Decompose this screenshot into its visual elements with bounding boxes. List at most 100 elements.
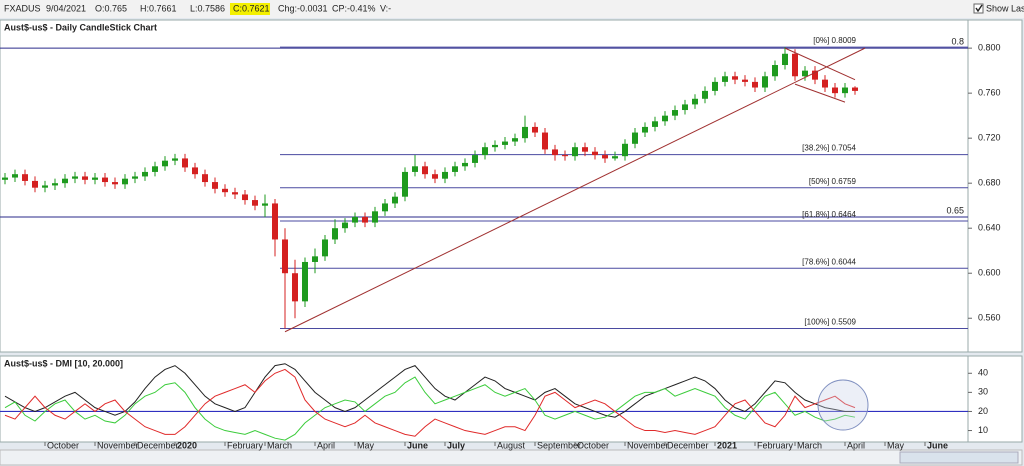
x-tick-label: February — [757, 440, 794, 450]
x-tick-label: July — [447, 440, 465, 450]
candle-body — [422, 166, 428, 175]
candle-body — [522, 126, 528, 139]
candle-body — [52, 183, 58, 186]
candle-body — [142, 171, 148, 177]
candle-body — [602, 155, 608, 159]
dmi-line — [4, 368, 856, 437]
x-tick-label: August — [497, 440, 526, 450]
change-pct: CP:-0.41% — [332, 3, 376, 13]
candle-body — [342, 222, 348, 229]
close: C:0.7621 — [233, 3, 270, 13]
price-chart-title: Aust$-us$ - Daily CandleStick Chart — [4, 22, 157, 32]
candle-body — [82, 176, 88, 180]
candle-body — [202, 174, 208, 183]
fib-level-label: [0%] 0.8009 — [813, 36, 856, 45]
candle-body — [402, 171, 408, 197]
candle-body — [512, 138, 518, 142]
candle-body — [302, 261, 308, 302]
y-tick-label: 0.640 — [978, 223, 1001, 233]
candle-body — [352, 216, 358, 223]
candle-body — [722, 76, 728, 82]
x-tick-label: September — [537, 440, 581, 450]
dmi-line — [4, 363, 855, 418]
y-tick-label: 0.560 — [978, 313, 1001, 323]
candle-body — [502, 141, 508, 145]
candle-body — [272, 203, 278, 240]
candle-body — [552, 149, 558, 156]
candle-body — [782, 53, 788, 66]
candle-body — [842, 87, 848, 94]
y-tick-label: 0.800 — [978, 43, 1001, 53]
show-last-checkbox[interactable] — [973, 3, 984, 14]
y-tick-label: 10 — [978, 425, 988, 435]
candle-body — [742, 79, 748, 82]
horizontal-line-label: 0.8 — [951, 37, 964, 47]
candle-body — [642, 126, 648, 133]
dmi-line — [4, 376, 856, 441]
dmi-title: Aust$-us$ - DMI [10, 20.000] — [4, 358, 123, 368]
candle-body — [672, 110, 678, 116]
candle-body — [752, 81, 758, 88]
candle-body — [702, 90, 708, 99]
candle-body — [212, 182, 218, 189]
candle-body — [662, 115, 668, 122]
candle-body — [232, 192, 238, 195]
x-tick-label: May — [887, 440, 905, 450]
candle-body — [592, 151, 598, 156]
x-tick-label: October — [47, 440, 79, 450]
candle-body — [12, 174, 18, 178]
candle-body — [172, 158, 178, 161]
horizontal-line-label: 0.65 — [946, 205, 964, 215]
fib-level-label: [50%] 0.6759 — [809, 177, 857, 186]
show-last-label[interactable]: Show Last — [986, 3, 1024, 13]
candle-body — [162, 160, 168, 167]
date: 9/04/2021 — [46, 3, 86, 13]
candle-body — [92, 177, 98, 180]
candle-body — [832, 87, 838, 94]
high: H:0.7661 — [140, 3, 177, 13]
candle-body — [802, 70, 808, 77]
x-tick-label: 2021 — [717, 440, 737, 450]
x-tick-label: 2020 — [177, 440, 197, 450]
candle-body — [572, 147, 578, 157]
x-tick-label: November — [627, 440, 669, 450]
candle-body — [562, 155, 568, 157]
scroll-controls[interactable] — [899, 451, 1019, 464]
candle-body — [632, 132, 638, 144]
candle-body — [242, 194, 248, 201]
candle-body — [772, 65, 778, 77]
candle-body — [322, 239, 328, 257]
trendline — [784, 47, 856, 81]
low: L:0.7586 — [190, 3, 225, 13]
scrollbar[interactable] — [0, 449, 1023, 466]
symbol: FXADUS — [4, 3, 41, 13]
candle-body — [732, 76, 738, 80]
open: O:0.765 — [95, 3, 127, 13]
candle-body — [2, 177, 8, 180]
candle-body — [812, 70, 818, 80]
candle-body — [392, 196, 398, 204]
candle-body — [42, 185, 48, 188]
y-tick-label: 0.600 — [978, 268, 1001, 278]
x-tick-label: October — [577, 440, 609, 450]
price-panel — [0, 19, 1023, 353]
candle-body — [692, 98, 698, 105]
candle-body — [532, 126, 538, 133]
candle-body — [622, 143, 628, 157]
change: Chg:-0.0031 — [278, 3, 328, 13]
candle-body — [132, 176, 138, 179]
candle-body — [192, 167, 198, 175]
trendline — [284, 47, 866, 333]
x-tick-label: February — [227, 440, 264, 450]
highlight-circle — [817, 379, 869, 431]
candle-body — [292, 273, 298, 302]
x-tick-label: March — [267, 440, 292, 450]
x-tick-label: May — [357, 440, 375, 450]
candle-body — [492, 144, 498, 148]
candle-body — [612, 156, 618, 159]
candle-body — [112, 182, 118, 185]
candle-body — [712, 81, 718, 91]
candle-body — [382, 203, 388, 212]
candle-body — [582, 147, 588, 152]
y-tick-label: 0.680 — [978, 178, 1001, 188]
